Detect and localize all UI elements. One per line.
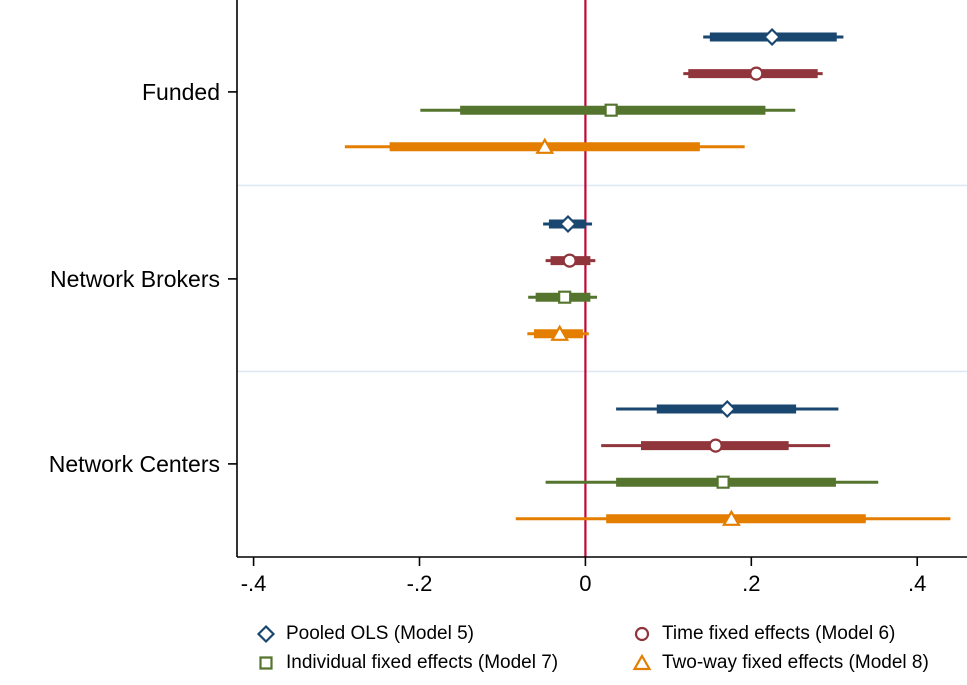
circle-marker-icon (562, 253, 577, 268)
diamond-icon (256, 624, 276, 644)
square-marker-icon (604, 103, 618, 117)
legend-label-pooled-ols: Pooled OLS (Model 5) (286, 623, 474, 644)
legend-item-pooled-ols: Pooled OLS (Model 5) (256, 624, 632, 644)
square-marker-icon (716, 475, 730, 489)
plot-area: -.4 -.2 0 .2 .4 Funded Network Brokers Network … (49, 0, 967, 596)
diamond-marker-icon (763, 27, 782, 47)
legend-grid: Pooled OLS (Model 5) Time fixed effects … (256, 624, 967, 673)
legend-item-individual-fe: Individual fixed effects (Model 7) (256, 653, 632, 673)
y-tick-label: Network Centers (49, 451, 220, 477)
x-tick-label: -.2 (407, 571, 433, 596)
triangle-icon (632, 653, 652, 671)
circle-marker-icon (634, 626, 650, 642)
legend-item-time-fe: Time fixed effects (Model 6) (632, 624, 967, 644)
x-tick-label: -.4 (241, 571, 267, 596)
diamond-marker-icon (256, 624, 276, 644)
square-icon (259, 656, 273, 670)
square-marker-icon (558, 290, 572, 304)
x-tick-label: 0 (579, 571, 591, 596)
diamond-marker-icon (558, 214, 578, 234)
triangle-marker-icon (632, 653, 652, 671)
triangle-marker-icon (550, 324, 570, 341)
x-tick-label: .2 (742, 571, 760, 596)
triangle-marker-icon (722, 509, 741, 526)
legend-label-twoway-fe: Two-way fixed effects (Model 8) (662, 652, 929, 673)
y-tick-label: Network Brokers (50, 266, 220, 292)
y-tick-label: Funded (142, 79, 220, 105)
x-tick-label: .4 (908, 571, 926, 596)
square-marker-icon (259, 656, 273, 670)
legend: Pooled OLS (Model 5) Time fixed effects … (0, 624, 967, 673)
circle-marker-icon (749, 66, 764, 81)
diamond-marker-icon (718, 399, 737, 419)
circle-icon (634, 626, 650, 642)
legend-label-time-fe: Time fixed effects (Model 6) (662, 623, 896, 644)
legend-label-individual-fe: Individual fixed effects (Model 7) (286, 652, 559, 673)
triangle-marker-icon (535, 137, 555, 154)
circle-marker-icon (708, 438, 723, 453)
legend-item-twoway-fe: Two-way fixed effects (Model 8) (632, 653, 967, 673)
